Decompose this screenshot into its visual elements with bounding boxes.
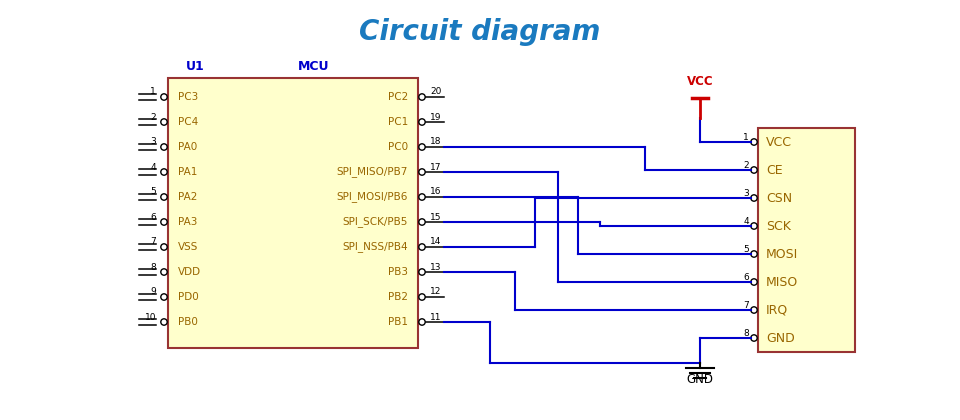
- Text: 6: 6: [743, 273, 749, 281]
- Text: 3: 3: [743, 189, 749, 197]
- Text: SPI_NSS/PB4: SPI_NSS/PB4: [343, 241, 408, 252]
- Text: 8: 8: [151, 262, 156, 271]
- Text: 6: 6: [151, 213, 156, 221]
- Text: 20: 20: [430, 87, 442, 97]
- Text: GND: GND: [766, 331, 795, 344]
- Text: CSN: CSN: [766, 192, 792, 205]
- Text: 2: 2: [743, 160, 749, 170]
- Text: VDD: VDD: [178, 267, 202, 277]
- Text: 4: 4: [151, 163, 156, 171]
- Text: IRQ: IRQ: [766, 304, 788, 317]
- Text: 17: 17: [430, 163, 442, 171]
- Text: 7: 7: [743, 300, 749, 310]
- Bar: [758, 128, 855, 352]
- Text: U1: U1: [186, 60, 204, 73]
- Text: 1: 1: [743, 132, 749, 142]
- Text: VCC: VCC: [686, 75, 713, 88]
- Text: 13: 13: [430, 262, 442, 271]
- Text: PC2: PC2: [388, 92, 408, 102]
- Text: 19: 19: [430, 113, 442, 121]
- Text: PB1: PB1: [388, 317, 408, 327]
- Text: CE: CE: [766, 163, 782, 176]
- Text: PA1: PA1: [178, 167, 198, 177]
- Text: SPI_MISO/PB7: SPI_MISO/PB7: [337, 167, 408, 178]
- Text: 8: 8: [743, 328, 749, 338]
- Text: PC4: PC4: [178, 117, 199, 127]
- Text: GND: GND: [686, 373, 713, 386]
- Text: 1: 1: [151, 87, 156, 97]
- Text: 5: 5: [743, 244, 749, 254]
- Text: PC3: PC3: [178, 92, 199, 102]
- Text: PC0: PC0: [388, 142, 408, 152]
- Text: 14: 14: [430, 237, 442, 247]
- Text: MISO: MISO: [766, 276, 799, 289]
- Text: SPI_MOSI/PB6: SPI_MOSI/PB6: [337, 192, 408, 202]
- Text: PA0: PA0: [178, 142, 197, 152]
- Text: 4: 4: [743, 216, 749, 226]
- Text: 16: 16: [430, 187, 442, 197]
- Bar: [168, 78, 418, 348]
- Text: 7: 7: [151, 237, 156, 247]
- Text: PA2: PA2: [178, 192, 198, 202]
- Text: 9: 9: [151, 288, 156, 297]
- Text: PB0: PB0: [178, 317, 198, 327]
- Text: VCC: VCC: [766, 136, 792, 149]
- Text: 15: 15: [430, 213, 442, 221]
- Text: 3: 3: [151, 137, 156, 147]
- Text: MCU: MCU: [298, 60, 329, 73]
- Text: 18: 18: [430, 137, 442, 147]
- Text: SPI_SCK/PB5: SPI_SCK/PB5: [343, 217, 408, 228]
- Text: 10: 10: [145, 312, 156, 321]
- Text: VSS: VSS: [178, 242, 199, 252]
- Text: 2: 2: [151, 113, 156, 121]
- Text: 5: 5: [151, 187, 156, 197]
- Text: SCK: SCK: [766, 220, 791, 233]
- Text: MOSI: MOSI: [766, 247, 799, 260]
- Text: PD0: PD0: [178, 292, 199, 302]
- Text: PA3: PA3: [178, 217, 198, 227]
- Text: 12: 12: [430, 288, 442, 297]
- Text: 11: 11: [430, 312, 442, 321]
- Text: Circuit diagram: Circuit diagram: [359, 18, 601, 46]
- Text: PB3: PB3: [388, 267, 408, 277]
- Text: PC1: PC1: [388, 117, 408, 127]
- Text: PB2: PB2: [388, 292, 408, 302]
